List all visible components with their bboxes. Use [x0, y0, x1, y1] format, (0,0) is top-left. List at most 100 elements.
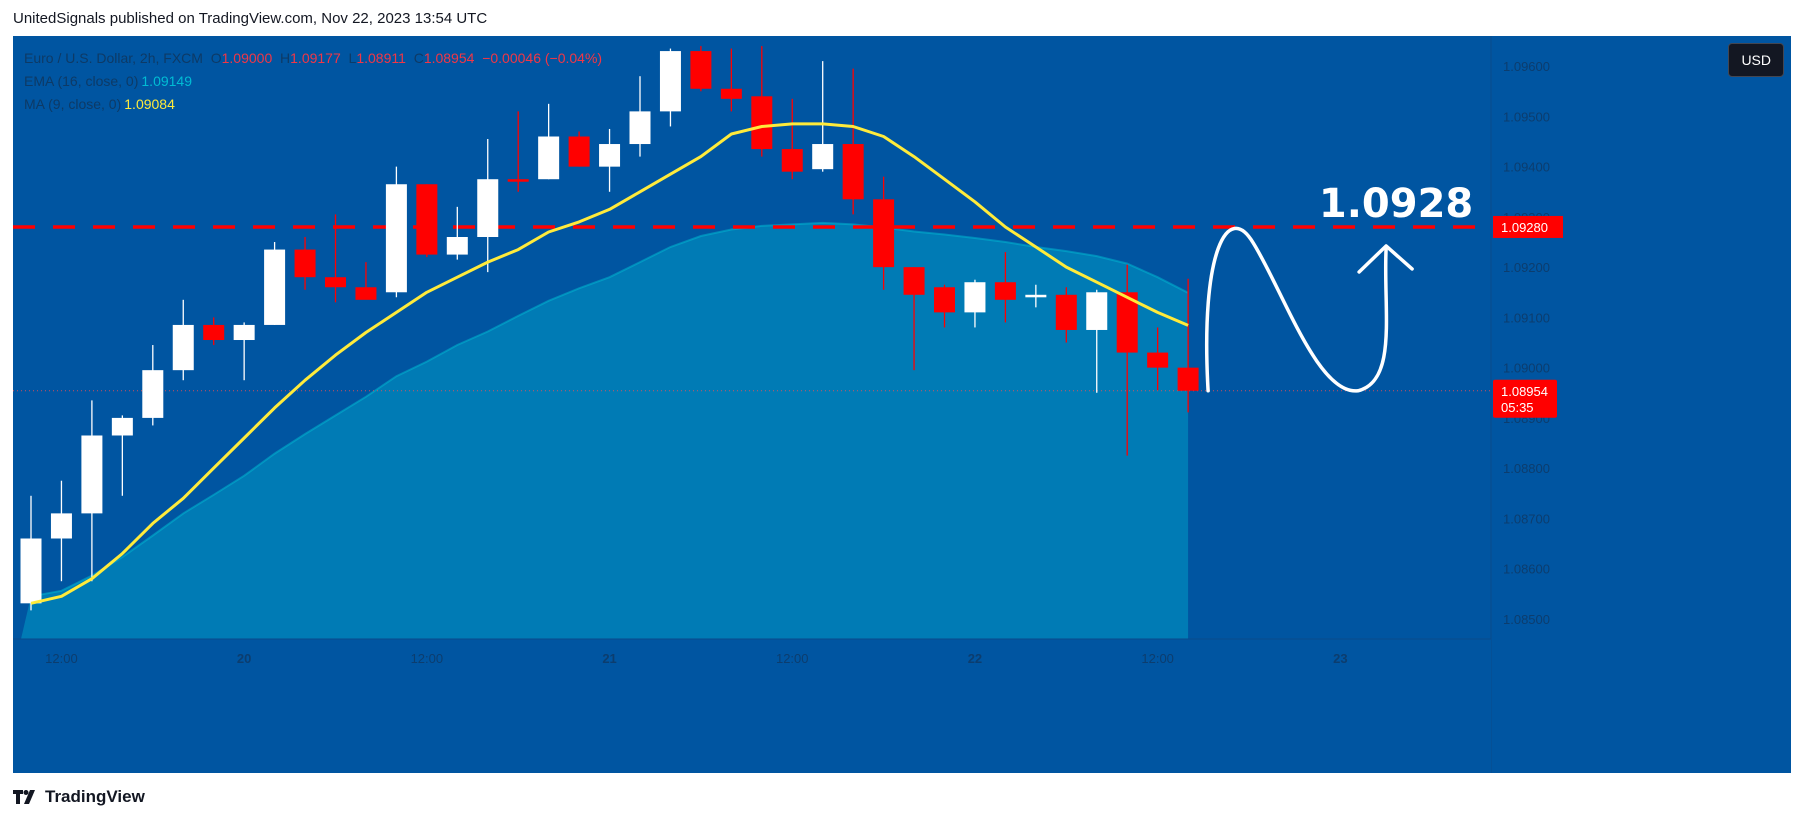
time-axis: 12:00 20 12:00 21 12:00 22 12:00 23 [13, 638, 1491, 773]
tradingview-logo[interactable]: TradingView [13, 787, 145, 807]
candle-body [111, 417, 133, 436]
candle [538, 103, 560, 180]
candle-body [172, 324, 194, 371]
price-tick-label: 1.09600 [1503, 59, 1550, 74]
projection-arrowhead [1357, 244, 1414, 274]
candle-body [538, 136, 560, 180]
published-caption: UnitedSignals published on TradingView.c… [13, 10, 488, 27]
candle [111, 415, 133, 496]
candle-body [20, 538, 42, 604]
candle-body [903, 267, 925, 295]
projection-path [1204, 226, 1389, 393]
legend-symbol: Euro / U.S. Dollar, 2h, FXCM [24, 50, 203, 66]
time-tick-label: 12:00 [776, 651, 809, 666]
candle [355, 262, 377, 300]
legend-open: 1.09000 [221, 50, 273, 66]
legend-ema-value: 1.09149 [141, 73, 192, 89]
candle [934, 284, 955, 328]
price-chart[interactable]: 1.0928 1.08500 1.08600 1.08700 1.08800 1.089… [13, 36, 1791, 773]
candle [203, 317, 225, 346]
candle-body [1086, 292, 1108, 330]
target-annotation: 1.0928 [1319, 181, 1473, 227]
chart-legend: Euro / U.S. Dollar, 2h, FXCM O1.09000 H1… [24, 47, 602, 116]
candle [264, 242, 286, 325]
legend-high: 1.09177 [290, 50, 341, 66]
tradingview-brand: TradingView [45, 787, 145, 806]
last-price-tag-label: 1.08954 [1501, 384, 1548, 399]
candle [507, 111, 529, 192]
tradingview-logo-icon [13, 790, 35, 804]
candle-body [720, 88, 742, 99]
candle [172, 299, 194, 381]
candle [812, 61, 834, 172]
ema-fill-area [21, 222, 1189, 639]
candle [1025, 284, 1047, 308]
candle-body [994, 282, 1016, 300]
price-tick-label: 1.08600 [1503, 562, 1550, 577]
candle-body [1177, 367, 1199, 391]
candle-body [751, 96, 773, 150]
time-tick-label: 12:00 [45, 651, 78, 666]
candle [568, 131, 590, 167]
price-tick-label: 1.08500 [1503, 612, 1550, 627]
price-tick-label: 1.08700 [1503, 511, 1550, 526]
candle-body [477, 179, 499, 237]
annotation-group: 1.0928 [1204, 181, 1473, 393]
candle-body [1147, 352, 1169, 368]
candle [233, 322, 255, 381]
candle-body [781, 149, 803, 172]
price-tick-label: 1.09400 [1503, 160, 1550, 175]
candle [1147, 327, 1169, 391]
ema-line [30, 221, 1189, 598]
candle-body [1055, 294, 1077, 330]
candle-body [629, 111, 651, 145]
candle-body [659, 51, 681, 112]
legend-low: 1.08911 [356, 50, 406, 66]
time-tick-label: 12:00 [411, 651, 444, 666]
time-tick-label: 20 [237, 651, 251, 666]
candle [659, 48, 681, 127]
candle-body [507, 179, 529, 182]
price-tick-label: 1.08800 [1503, 461, 1550, 476]
price-tick-label: 1.09000 [1503, 361, 1550, 376]
candle-body [842, 144, 864, 200]
legend-symbol-row: Euro / U.S. Dollar, 2h, FXCM O1.09000 H1… [24, 50, 603, 66]
chart-pane[interactable]: 1.0928 1.08500 1.08600 1.08700 1.08800 1.089… [13, 36, 1791, 773]
candle [629, 76, 651, 157]
candle [842, 68, 864, 215]
price-axis: 1.085001.086001.087001.088001.089001.090… [1490, 36, 1791, 773]
currency-button[interactable]: USD [1728, 43, 1784, 77]
candle [599, 128, 621, 192]
candle [477, 139, 499, 273]
legend-ma-value: 1.09084 [124, 96, 175, 112]
candle [325, 214, 346, 303]
candle [20, 495, 42, 611]
countdown-label: 05:35 [1501, 400, 1534, 415]
legend-ma-label: MA (9, close, 0) [24, 96, 122, 112]
candle [446, 206, 468, 260]
time-tick-label: 12:00 [1141, 651, 1174, 666]
candle-body [233, 324, 255, 341]
price-tick-label: 1.09200 [1503, 260, 1550, 275]
candle [385, 166, 407, 298]
candle [873, 176, 895, 290]
candle-body [568, 136, 590, 167]
candle-body [1116, 292, 1138, 353]
ma-line-group [30, 122, 1189, 605]
price-tick-label: 1.09500 [1503, 109, 1550, 124]
candle [416, 184, 438, 258]
candle [1055, 287, 1077, 343]
candle-body [142, 370, 164, 418]
candle-body [964, 282, 986, 313]
time-axis-bg [13, 639, 1491, 773]
candle [751, 46, 773, 157]
candle [720, 48, 742, 112]
candle [781, 98, 803, 180]
candle [1177, 278, 1199, 413]
target-price-tag-label: 1.09280 [1501, 220, 1548, 235]
legend-ma-row[interactable]: MA (9, close, 0) 1.09084 [24, 93, 602, 116]
candle-body [416, 184, 438, 255]
target-line-group [13, 225, 1491, 392]
candle-body [294, 249, 316, 278]
legend-ema-row[interactable]: EMA (16, close, 0) 1.09149 [24, 70, 602, 93]
